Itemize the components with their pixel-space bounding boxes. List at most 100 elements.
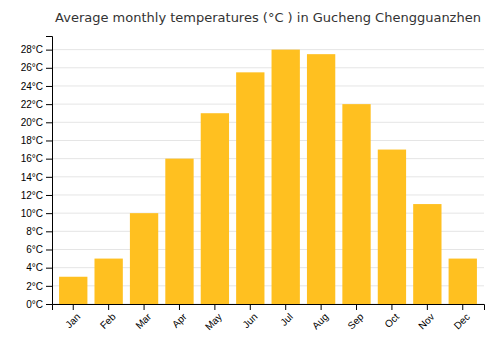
tick-mark (46, 86, 52, 87)
bars (59, 50, 477, 304)
y-tick: 10°C (21, 208, 52, 219)
x-tick: May (203, 304, 224, 332)
y-tick: 18°C (21, 135, 52, 146)
tick-label: Jul (278, 311, 295, 328)
y-tick: 26°C (21, 62, 52, 73)
y-tick: 28°C (21, 44, 52, 55)
y-tick: 22°C (21, 99, 52, 110)
tick-label: 16°C (21, 153, 43, 164)
tick-mark (46, 231, 52, 232)
grid-line (52, 85, 484, 86)
bar (59, 277, 87, 304)
x-tick: Apr (170, 304, 189, 330)
tick-label: 12°C (21, 190, 43, 201)
grid-line (52, 176, 484, 177)
tick-label: 6°C (26, 244, 43, 255)
bar (94, 259, 122, 304)
tick-mark (250, 304, 251, 310)
x-tick: Dec (452, 304, 472, 331)
x-tick: Aug (310, 304, 330, 331)
y-tick: 8°C (26, 226, 52, 237)
grid-line (52, 104, 484, 105)
tick-label: 4°C (26, 262, 43, 273)
y-tick: 12°C (21, 190, 52, 201)
tick-mark (73, 304, 74, 310)
grid-line (52, 140, 484, 141)
bar (165, 159, 193, 304)
bar (201, 113, 229, 304)
bar (413, 204, 441, 304)
tick-label: 26°C (21, 62, 43, 73)
plot: 0°C 2°C 4°C 6°C 8°C 10°C 12°C 14°C 16°C 18°C 20°C 2… (21, 37, 485, 333)
tick-label: 10°C (21, 208, 43, 219)
tick-label: Feb (98, 311, 118, 331)
y-tick: 0°C (26, 299, 52, 310)
bar (378, 150, 406, 304)
grid (52, 50, 484, 304)
tick-mark (46, 304, 52, 305)
bar (449, 259, 477, 304)
x-tick: Jun (240, 304, 259, 330)
axis-line (46, 37, 53, 305)
y-tick: 6°C (26, 244, 52, 255)
tick-mark (46, 68, 52, 69)
tick-mark (462, 304, 463, 310)
tick-mark (46, 286, 52, 287)
tick-mark (46, 177, 52, 178)
tick-label: Jun (240, 311, 259, 330)
tick-mark (46, 50, 52, 51)
tick-label: May (203, 311, 224, 332)
tick-label: 20°C (21, 117, 43, 128)
tick-mark (214, 304, 215, 310)
tick-label: Dec (452, 311, 472, 331)
tick-label: Nov (416, 311, 436, 331)
tick-label: 14°C (21, 172, 43, 183)
bar (130, 213, 158, 304)
tick-label: Apr (170, 311, 189, 330)
x-tick: Mar (133, 304, 153, 331)
x-tick: Jan (63, 304, 82, 330)
y-tick: 4°C (26, 262, 52, 273)
x-tick: Nov (416, 304, 436, 331)
axis-line (53, 305, 485, 311)
tick-label: Sep (345, 311, 366, 332)
tick-label: Aug (310, 311, 330, 331)
tick-mark (356, 304, 357, 310)
chart: 0°C 2°C 4°C 6°C 8°C 10°C 12°C 14°C 16°C 18°C 20°C 2… (0, 0, 500, 350)
tick-mark (391, 304, 392, 310)
tick-label: 2°C (26, 281, 43, 292)
x-tick: Oct (382, 304, 401, 330)
tick-mark (46, 268, 52, 269)
grid-line (52, 122, 484, 123)
tick-mark (46, 213, 52, 214)
tick-mark (144, 304, 145, 310)
x-tick: Sep (345, 304, 366, 331)
tick-label: 8°C (26, 226, 43, 237)
tick-mark (427, 304, 428, 310)
tick-mark (46, 249, 52, 250)
tick-mark (46, 122, 52, 123)
tick-label: 22°C (21, 99, 43, 110)
tick-mark (285, 304, 286, 310)
grid-line (52, 67, 484, 68)
y-tick: 24°C (21, 81, 52, 92)
tick-mark (108, 304, 109, 310)
y-tick: 20°C (21, 117, 52, 128)
tick-mark (46, 195, 52, 196)
y-axis: 0°C 2°C 4°C 6°C 8°C 10°C 12°C 14°C 16°C 18°C 20°C 2… (21, 37, 53, 310)
x-tick: Jul (278, 304, 295, 328)
grid-line (52, 49, 484, 50)
grid-line (52, 194, 484, 195)
y-tick: 2°C (26, 281, 52, 292)
y-tick: 16°C (21, 153, 52, 164)
bar (342, 104, 370, 304)
tick-label: Mar (133, 311, 153, 331)
tick-mark (46, 104, 52, 105)
y-tick: 14°C (21, 172, 52, 183)
title: Average monthly temperatures (°C ) in Gu… (55, 10, 481, 25)
grid-line (52, 158, 484, 159)
x-tick: Feb (98, 304, 118, 331)
tick-mark (321, 304, 322, 310)
tick-label: 0°C (26, 299, 43, 310)
tick-mark (46, 140, 52, 141)
